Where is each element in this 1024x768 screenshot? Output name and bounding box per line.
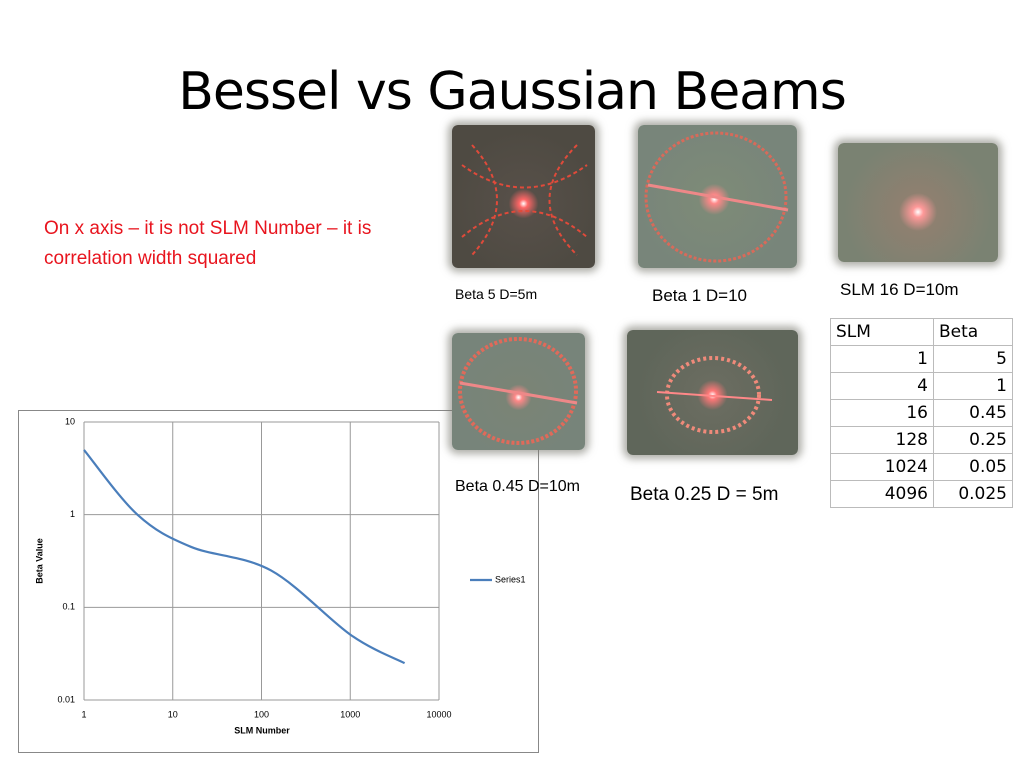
table-cell: 16 (830, 399, 934, 427)
beam-image (638, 125, 797, 268)
table-cell: Beta (933, 318, 1013, 346)
beam-pattern (644, 131, 789, 263)
beam-image (452, 333, 585, 450)
table-cell: 1 (933, 372, 1013, 400)
y-tick-label: 0.1 (62, 602, 75, 612)
pattern (461, 144, 588, 256)
table-row: 128 0.25 (830, 426, 1013, 454)
table-cell: 0.05 (933, 453, 1013, 481)
table-row: 16 0.45 (830, 399, 1013, 427)
table-cell: 1 (830, 345, 934, 373)
beam-image (627, 330, 798, 455)
pattern (458, 337, 578, 445)
table-row: 4096 0.025 (830, 480, 1013, 508)
table-row: 1024 0.05 (830, 453, 1013, 481)
table-cell: 0.25 (933, 426, 1013, 454)
image-caption: Beta 5 D=5m (455, 286, 538, 302)
x-axis-label: SLM Number (234, 725, 290, 735)
pattern (644, 131, 788, 263)
beam-pattern (656, 356, 773, 434)
image-caption: Beta 1 D=10 (652, 286, 747, 305)
beam-image (838, 143, 998, 262)
y-tick-label: 0.01 (57, 694, 75, 704)
image-caption: Beta 0.45 D=10m (455, 478, 580, 495)
y-axis-label: Beta Value (34, 538, 44, 584)
table-cell: 0.45 (933, 399, 1013, 427)
y-tick-label: 10 (65, 416, 75, 426)
pattern (656, 391, 773, 401)
table-cell: 5 (933, 345, 1013, 373)
beam-pattern (461, 144, 588, 256)
x-tick-label: 10 (168, 709, 178, 719)
x-tick-label: 10000 (426, 709, 451, 719)
table-cell: SLM (830, 318, 934, 346)
table-cell: 128 (830, 426, 934, 454)
pattern (459, 381, 578, 405)
data-table: SLM Beta 1 5 4 1 16 0.45 128 0.25 1024 0.05 4096 0.02… (830, 318, 1013, 508)
series-line (83, 449, 406, 665)
table-cell: 1024 (830, 453, 934, 481)
pattern (665, 356, 761, 434)
x-tick-label: 100 (254, 709, 269, 719)
beam-image (452, 125, 595, 268)
table-header: SLM Beta (830, 318, 1013, 346)
x-tick-label: 1000 (340, 709, 360, 719)
x-tick-label: 1 (81, 709, 86, 719)
image-caption: SLM 16 D=10m (840, 280, 959, 299)
image-caption: Beta 0.25 D = 5m (630, 484, 779, 505)
chart-frame (18, 410, 539, 753)
note: On x axis – it is not SLM Number – it is… (44, 218, 372, 269)
pattern (647, 183, 789, 212)
table-cell: 0.025 (933, 480, 1013, 508)
table-cell: 4096 (830, 480, 934, 508)
slide-title: Bessel vs Gaussian Beams (178, 62, 847, 122)
y-tick-label: 1 (70, 509, 75, 519)
legend-label: Series1 (495, 574, 526, 584)
table-cell: 4 (830, 372, 934, 400)
beam-pattern (458, 337, 578, 445)
